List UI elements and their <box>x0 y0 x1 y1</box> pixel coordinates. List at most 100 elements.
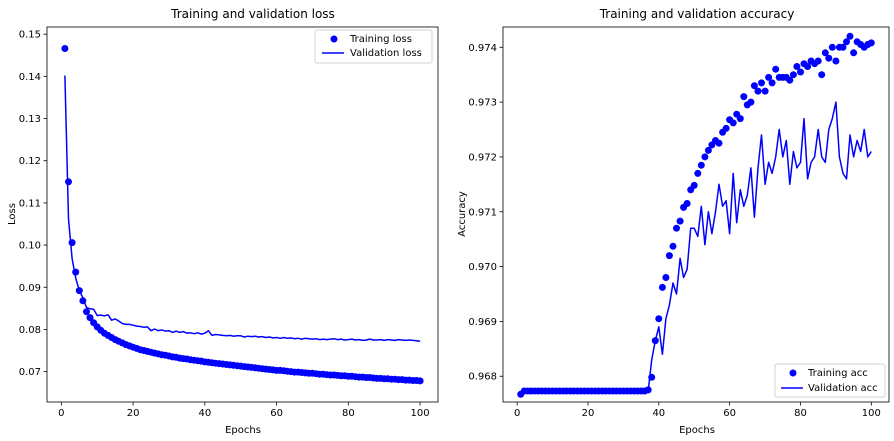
accuracy-training-point <box>701 153 709 161</box>
accuracy-training-point <box>772 65 780 73</box>
accuracy-y-tick-label: 0.972 <box>468 152 497 163</box>
accuracy-training-point <box>658 283 666 291</box>
loss-y-tick-label: 0.11 <box>19 198 41 209</box>
loss-training-point <box>65 178 72 186</box>
loss-training-point <box>79 297 87 305</box>
accuracy-training-point <box>704 146 712 154</box>
accuracy-x-axis-label: Epochs <box>679 425 715 436</box>
accuracy-training-point <box>758 79 765 87</box>
loss-y-tick-label: 0.15 <box>19 30 41 41</box>
accuracy-training-point <box>789 71 797 79</box>
accuracy-training-point <box>740 93 748 101</box>
accuracy-y-tick-label: 0.969 <box>468 317 497 328</box>
accuracy-marks <box>517 32 875 398</box>
loss-y-tick-label: 0.08 <box>19 325 41 336</box>
accuracy-legend: Training acc Validation acc <box>774 363 886 398</box>
accuracy-plot-frame <box>502 26 890 403</box>
accuracy-legend-training-label: Training acc <box>807 368 868 379</box>
loss-training-point <box>61 45 69 52</box>
accuracy-training-point <box>694 169 702 177</box>
accuracy-training-point <box>715 139 723 147</box>
loss-y-tick-label: 0.12 <box>19 156 41 167</box>
loss-y-tick-label: 0.13 <box>19 114 41 125</box>
accuracy-y-tick-label: 0.968 <box>468 372 497 383</box>
loss-legend-training-label: Training loss <box>349 34 412 45</box>
loss-x-axis-label: Epochs <box>225 425 261 436</box>
accuracy-training-point <box>683 200 691 207</box>
accuracy-training-point <box>697 161 705 169</box>
accuracy-y-tick-label: 0.971 <box>468 207 497 218</box>
accuracy-x-tick-label: 80 <box>794 408 807 419</box>
accuracy-training-point <box>750 82 758 90</box>
accuracy-training-point <box>644 386 652 394</box>
loss-training-point <box>86 314 94 322</box>
accuracy-y-tick-label: 0.970 <box>468 262 497 273</box>
accuracy-training-point <box>729 119 737 127</box>
accuracy-training-point <box>821 49 829 57</box>
accuracy-training-point <box>651 337 659 345</box>
accuracy-chart: Training and validation accuracy Epochs … <box>457 7 890 436</box>
accuracy-training-point <box>655 315 663 323</box>
accuracy-x-tick-label: 100 <box>862 408 881 419</box>
accuracy-training-point <box>793 63 801 70</box>
accuracy-training-point <box>665 252 673 260</box>
accuracy-training-point <box>722 124 730 132</box>
loss-plot-frame <box>46 26 439 403</box>
accuracy-training-point <box>839 43 847 51</box>
loss-x-tick-label: 40 <box>198 408 211 419</box>
loss-legend-training-marker <box>330 35 338 43</box>
accuracy-training-point <box>673 224 680 232</box>
loss-y-tick-label: 0.09 <box>19 283 41 294</box>
loss-y-tick-label: 0.10 <box>19 241 41 252</box>
loss-chart-title: Training and validation loss <box>170 7 335 21</box>
accuracy-y-axis-label: Accuracy <box>457 191 468 237</box>
loss-validation-line <box>64 75 421 343</box>
loss-ticks: 0 20 40 60 80 100 0.07 0.08 0.09 0.10 0.11 0.12 0.13… <box>19 30 430 419</box>
loss-x-tick-label: 0 <box>58 408 64 419</box>
accuracy-training-point <box>818 71 826 79</box>
loss-y-tick-label: 0.07 <box>19 367 41 378</box>
accuracy-training-point <box>736 115 744 123</box>
accuracy-legend-validation-label: Validation acc <box>808 383 878 394</box>
loss-x-tick-label: 100 <box>411 408 430 419</box>
accuracy-x-tick-label: 60 <box>723 408 736 419</box>
accuracy-training-point <box>676 217 684 225</box>
accuracy-training-point <box>797 68 804 76</box>
loss-training-point <box>75 287 83 295</box>
accuracy-training-point <box>814 57 822 65</box>
loss-training-point <box>68 239 76 247</box>
accuracy-training-point <box>768 79 776 87</box>
accuracy-training-point <box>828 43 836 51</box>
accuracy-x-tick-label: 0 <box>514 408 520 419</box>
accuracy-training-point <box>662 274 670 281</box>
loss-legend: Training loss Validation loss <box>314 29 433 64</box>
accuracy-x-tick-label: 40 <box>652 408 665 419</box>
loss-legend-validation-label: Validation loss <box>350 48 422 59</box>
accuracy-training-point <box>867 39 875 47</box>
loss-legend-box <box>314 29 433 64</box>
loss-y-tick-label: 0.14 <box>19 72 41 83</box>
accuracy-training-point <box>843 38 850 46</box>
accuracy-training-point <box>761 87 769 95</box>
loss-training-point <box>72 268 80 276</box>
accuracy-x-tick-label: 20 <box>582 408 595 419</box>
loss-training-point <box>83 308 90 316</box>
accuracy-training-point <box>747 98 755 106</box>
accuracy-ticks: 0 20 40 60 80 100 0.968 0.969 0.970 0.971 0.972 0.9… <box>468 43 880 419</box>
accuracy-training-point <box>765 73 773 81</box>
loss-y-axis-label: Loss <box>7 203 18 225</box>
accuracy-training-point <box>669 242 677 250</box>
accuracy-training-point <box>786 76 794 84</box>
accuracy-training-point <box>832 57 840 65</box>
loss-x-tick-label: 20 <box>127 408 140 419</box>
accuracy-training-point <box>804 63 812 70</box>
loss-marks <box>61 45 424 385</box>
loss-x-tick-label: 60 <box>270 408 283 419</box>
accuracy-training-point <box>846 32 854 40</box>
accuracy-training-point <box>648 373 656 381</box>
accuracy-training-point <box>850 49 858 57</box>
accuracy-legend-training-marker <box>789 369 797 377</box>
loss-chart: Training and validation loss Epochs Loss… <box>7 7 439 436</box>
